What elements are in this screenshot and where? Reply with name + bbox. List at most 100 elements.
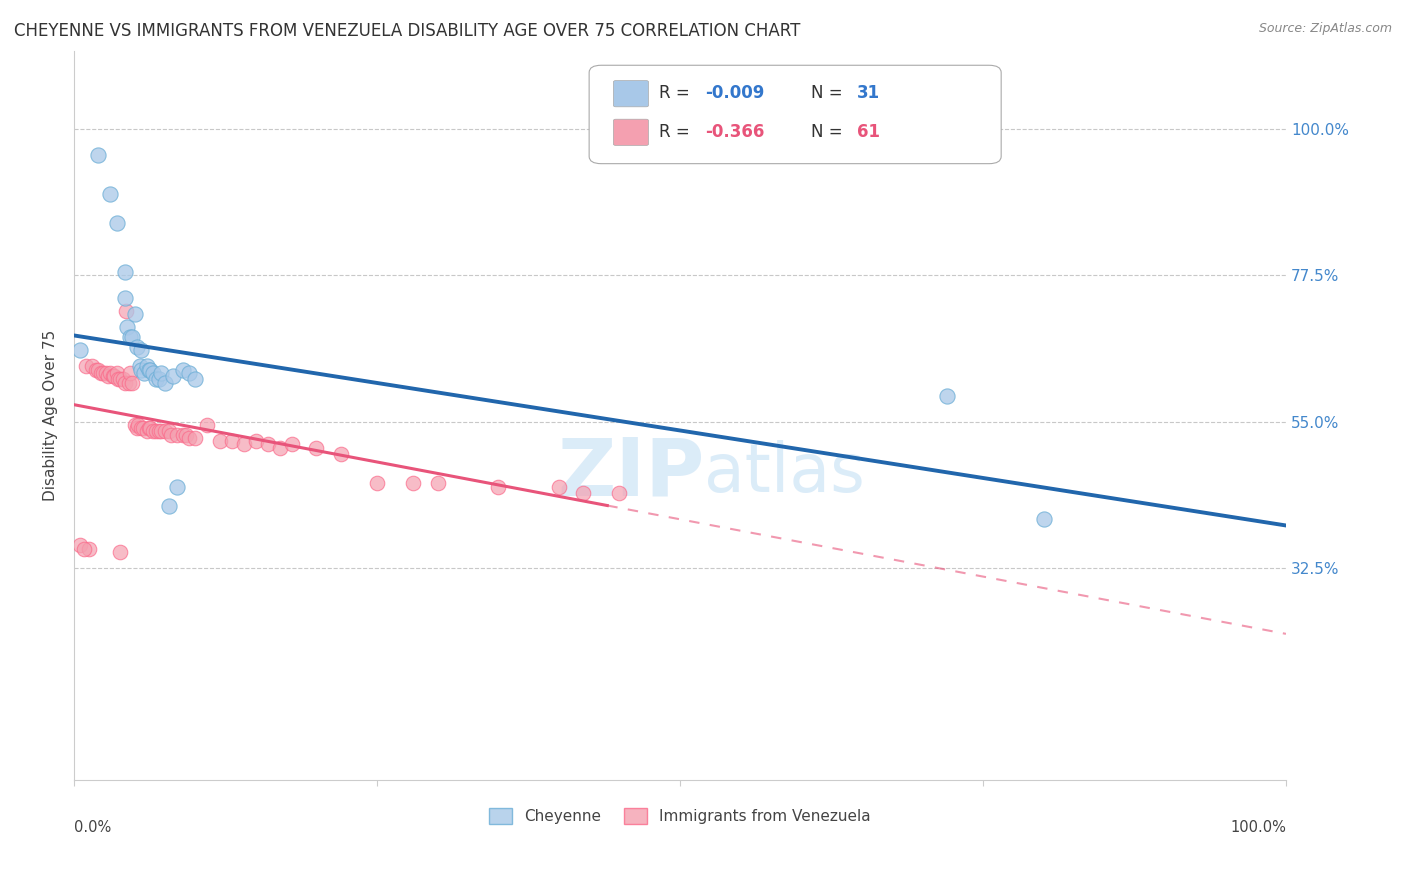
Point (257, 437, 280, 451)
Point (114, 291, 136, 305)
Point (609, 486, 631, 500)
Point (142, 425, 165, 439)
Text: 31: 31 (858, 84, 880, 102)
Point (145, 372, 167, 386)
Point (153, 425, 176, 439)
Point (107, 372, 129, 386)
Point (108, 545, 131, 559)
Point (402, 476, 425, 491)
FancyBboxPatch shape (613, 120, 648, 145)
Point (486, 480, 509, 494)
Point (160, 427, 183, 442)
Point (166, 427, 188, 442)
Point (269, 441, 291, 455)
Text: -0.009: -0.009 (706, 84, 765, 102)
Point (138, 362, 160, 376)
Point (105, 216, 128, 230)
Point (221, 434, 243, 449)
Point (148, 425, 170, 439)
Point (366, 476, 388, 491)
Point (132, 421, 155, 435)
Point (94, 366, 117, 380)
Point (84, 362, 107, 376)
Point (157, 425, 180, 439)
Point (118, 330, 141, 344)
Point (232, 437, 254, 451)
Point (97, 369, 120, 384)
Point (90, 366, 112, 380)
Text: 61: 61 (858, 123, 880, 141)
Point (129, 421, 152, 435)
Point (208, 434, 231, 449)
FancyBboxPatch shape (589, 65, 1001, 163)
Point (135, 425, 157, 439)
Point (75, 359, 97, 374)
Text: N =: N = (811, 84, 848, 102)
Text: -0.366: -0.366 (706, 123, 765, 141)
Point (115, 304, 138, 318)
Point (127, 340, 149, 354)
Point (114, 265, 136, 279)
Point (142, 366, 165, 380)
Point (117, 376, 139, 390)
Point (114, 376, 136, 390)
Point (135, 359, 157, 374)
Text: 100.0%: 100.0% (1230, 820, 1286, 835)
Point (73, 541, 96, 556)
Point (179, 431, 201, 445)
Point (69, 538, 91, 552)
Y-axis label: Disability Age Over 75: Disability Age Over 75 (44, 329, 58, 500)
Point (157, 500, 180, 514)
Point (124, 417, 146, 432)
Text: 0.0%: 0.0% (75, 820, 111, 835)
Point (172, 362, 194, 376)
Point (121, 376, 143, 390)
Point (572, 486, 595, 500)
Point (87, 362, 110, 376)
Point (162, 369, 184, 384)
Point (281, 437, 304, 451)
Point (82, 359, 104, 374)
Point (127, 417, 149, 432)
Point (103, 369, 125, 384)
Point (129, 362, 152, 376)
Point (100, 366, 122, 380)
Point (69, 343, 91, 357)
Point (329, 447, 352, 461)
Point (426, 476, 449, 491)
Point (111, 372, 134, 386)
Point (935, 389, 957, 403)
Legend: Cheyenne, Immigrants from Venezuela: Cheyenne, Immigrants from Venezuela (484, 802, 877, 830)
Point (150, 425, 173, 439)
Point (117, 320, 139, 334)
Text: atlas: atlas (704, 441, 865, 507)
Text: Source: ZipAtlas.com: Source: ZipAtlas.com (1258, 22, 1392, 36)
Point (100, 186, 122, 201)
Point (134, 366, 156, 380)
Point (172, 427, 194, 442)
Point (166, 480, 188, 494)
Text: N =: N = (811, 123, 848, 141)
Point (129, 343, 152, 357)
Point (197, 417, 219, 432)
Point (108, 372, 131, 386)
Text: R =: R = (659, 84, 696, 102)
Point (121, 330, 143, 344)
Point (91, 366, 114, 380)
Point (124, 307, 146, 321)
Point (138, 421, 160, 435)
Point (153, 376, 176, 390)
Point (179, 366, 201, 380)
Text: R =: R = (659, 123, 696, 141)
Point (148, 372, 170, 386)
Point (139, 362, 162, 376)
Point (77, 541, 100, 556)
Point (305, 441, 328, 455)
Text: ZIP: ZIP (557, 434, 704, 513)
Point (87, 148, 110, 162)
Point (128, 359, 150, 374)
Point (145, 425, 167, 439)
Point (184, 431, 207, 445)
Point (174, 427, 197, 442)
Point (139, 421, 162, 435)
